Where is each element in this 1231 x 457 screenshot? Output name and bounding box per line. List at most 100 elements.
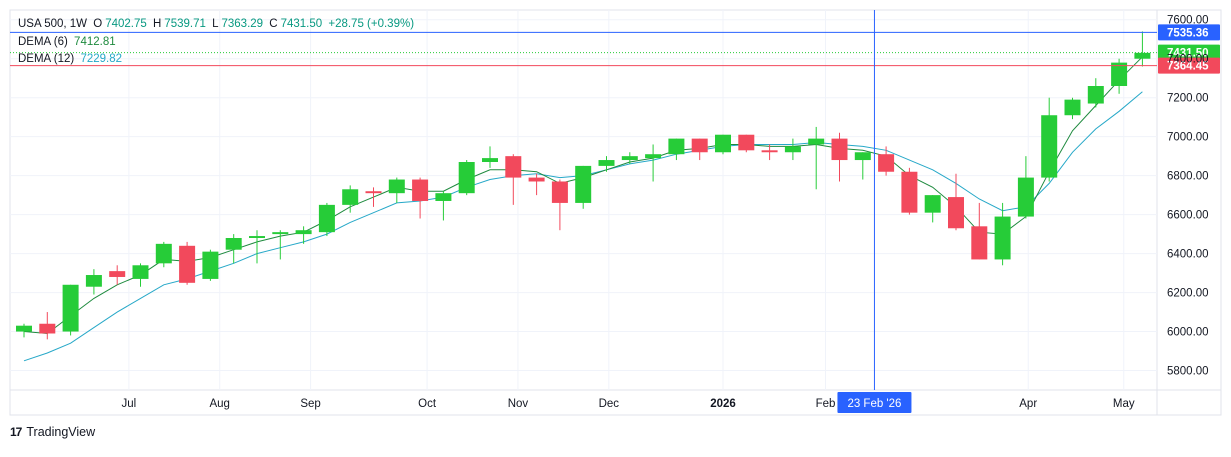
dema12-line [23, 91, 1143, 362]
close-value: 7431.50 [280, 18, 323, 30]
candle-body [971, 226, 988, 260]
candle-body [132, 265, 149, 279]
x-tick-label: Feb [816, 398, 836, 410]
y-tick-label: 5800.00 [1167, 366, 1209, 378]
candle-body [435, 193, 452, 201]
x-tick-label: Sep [300, 398, 320, 410]
candle-body [342, 189, 359, 205]
candle-body [1041, 115, 1058, 178]
dema6-value: 7412.81 [74, 36, 116, 48]
candle-body [318, 204, 335, 233]
close-label: C [269, 18, 278, 30]
x-tick-label: Jul [121, 398, 136, 410]
open-value: 7402.75 [105, 18, 147, 30]
dema12-legend[interactable]: DEMA (12) 7229.82 [18, 51, 125, 67]
candle-body [901, 171, 918, 213]
candle-body [808, 138, 825, 145]
candle-body [505, 156, 522, 178]
crosshair-time-label-bg [837, 392, 912, 413]
high-label: H [152, 18, 162, 30]
candle-body [924, 195, 941, 213]
dema6-label: DEMA (6) [18, 36, 68, 48]
candle-body [528, 177, 545, 182]
y-tick-label: 7600.00 [1167, 15, 1209, 27]
ohlc-legend: USA 500, 1W O 7402.75 H 7539.71 L 7363.29 C… [18, 16, 417, 32]
candle-body [551, 181, 568, 203]
candle-body [85, 275, 102, 287]
candles [16, 31, 1151, 340]
low-value: 7363.29 [221, 18, 264, 30]
high-value: 7539.71 [164, 18, 206, 30]
brand-name: TradingView [26, 425, 96, 439]
candle-body [458, 162, 475, 194]
price-label-bg [1158, 24, 1220, 41]
tradingview-logo-icon: 17 [10, 425, 22, 439]
x-tick-label: Nov [508, 398, 529, 410]
candle-body [482, 158, 498, 162]
candle-body [994, 216, 1011, 260]
candle-body [621, 156, 638, 161]
candle-body [854, 152, 871, 161]
open-label: O [93, 18, 103, 30]
candle-body [715, 134, 731, 153]
y-tick-label: 6000.00 [1167, 327, 1209, 339]
price-label-bg [1158, 44, 1220, 61]
candle-body [39, 323, 56, 334]
candle-body [1087, 86, 1104, 104]
candle-body [878, 154, 895, 172]
y-tick-label: 7200.00 [1167, 93, 1209, 105]
y-tick-label: 6400.00 [1167, 249, 1209, 261]
dema12-value: 7229.82 [80, 53, 123, 65]
price-label-bg [1158, 57, 1220, 74]
candle-body [738, 134, 755, 151]
candle-body [16, 325, 32, 332]
dema6-legend[interactable]: DEMA (6) 7412.81 [18, 34, 119, 50]
candle-body [948, 197, 964, 229]
x-tick-label: 2026 [710, 398, 736, 410]
y-tick-label: 7400.00 [1167, 54, 1209, 66]
candle-body [225, 238, 242, 250]
candle-body [598, 160, 615, 166]
footer-brand[interactable]: 17 TradingView [10, 425, 95, 439]
candle-body [412, 179, 429, 201]
candle-body [1017, 177, 1034, 217]
dema12-label: DEMA (12) [18, 53, 75, 65]
crosshair: 23 Feb '26 [837, 10, 912, 413]
y-tick-label: 7000.00 [1167, 132, 1209, 144]
candle-body [388, 179, 405, 194]
candle-body [295, 230, 312, 235]
candle-body [1134, 52, 1151, 59]
candle-body [691, 138, 708, 153]
candle-body [1111, 62, 1128, 86]
change-value: +28.75 (+0.39%) [328, 18, 415, 30]
candle-body [249, 236, 265, 238]
candle-body [109, 271, 126, 277]
x-tick-label: Aug [209, 398, 229, 410]
dema12-line-group [23, 91, 1143, 362]
price-label: 7431.50 [1167, 48, 1209, 60]
candle-body [784, 146, 801, 153]
x-tick-label: Oct [418, 398, 437, 410]
crosshair-time-label: 23 Feb '26 [847, 398, 901, 410]
axes: 5800.00 6000.00 6200.00 6400.00 6600.00 6800.… [121, 15, 1208, 410]
candle-body [575, 165, 592, 203]
x-tick-label: Dec [599, 398, 620, 410]
candle-body [202, 251, 219, 279]
y-tick-label: 6200.00 [1167, 288, 1209, 300]
candle-body [831, 138, 848, 161]
candle-body [645, 154, 662, 159]
chart-frame [9, 9, 1222, 416]
candle-body [668, 138, 685, 155]
low-label: L [212, 18, 219, 30]
symbol-label: USA 500, 1W [18, 18, 88, 30]
x-tick-label: May [1113, 398, 1135, 410]
y-tick-label: 6800.00 [1167, 171, 1209, 183]
price-label: 7535.36 [1167, 27, 1209, 39]
candle-body [365, 191, 382, 194]
grid-lines [9, 9, 1222, 416]
candle-body [155, 243, 172, 264]
candle-body [1064, 99, 1081, 116]
